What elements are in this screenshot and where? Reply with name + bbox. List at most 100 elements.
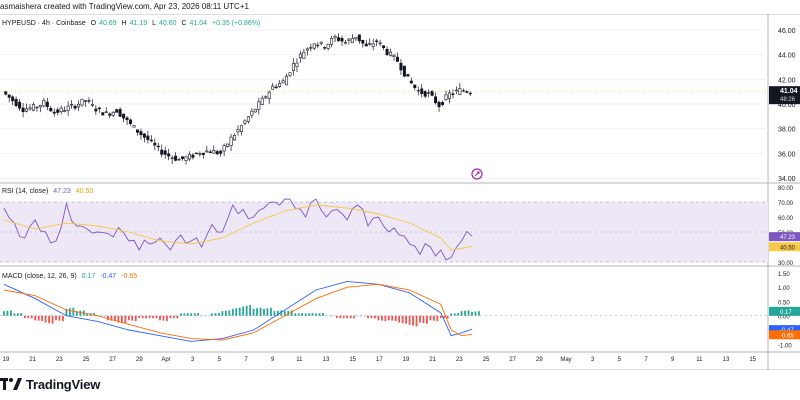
- macd-histogram-bar: [75, 311, 78, 316]
- candle-body: [368, 43, 372, 45]
- candle-body: [375, 40, 379, 42]
- macd-pane[interactable]: [0, 280, 768, 342]
- candle-body: [73, 105, 77, 109]
- candle-body: [330, 38, 334, 45]
- macd-histogram-bar: [51, 315, 54, 324]
- time-tick-label: 3: [191, 357, 195, 363]
- candle-body: [149, 139, 153, 142]
- macd-line-tag: [769, 325, 800, 335]
- candle-body: [49, 108, 53, 112]
- candle-body: [399, 62, 403, 71]
- time-tick-label: 7: [244, 357, 248, 363]
- macd-signal-line: [3, 283, 473, 341]
- time-tick-label: 11: [696, 357, 703, 363]
- rsi-legend: RSI (14, close) 47.23 40.50: [2, 188, 96, 195]
- price-pane[interactable]: [0, 33, 768, 180]
- macd-histogram-bar: [249, 305, 252, 316]
- macd-hist-tag-text: 0.17: [780, 310, 792, 316]
- candle-body: [142, 133, 146, 138]
- macd-histogram-bar: [422, 315, 425, 324]
- macd-histogram-bar: [65, 308, 68, 316]
- time-axis[interactable]: 19 21 23 25 27 29 Apr 3 5 7 9 11 13 15 17 19 21 23 25 27 29 M…: [3, 357, 757, 363]
- macd-histogram-bar: [335, 315, 338, 318]
- macd-histogram-bar: [332, 315, 335, 317]
- macd-histogram-bar: [304, 313, 307, 316]
- macd-label[interactable]: MACD (close, 12, 26, 9): [2, 273, 77, 280]
- candle-body: [59, 107, 63, 113]
- candle-body: [11, 96, 15, 102]
- macd-histogram-bar: [103, 315, 106, 317]
- macd-histogram-bar: [276, 310, 279, 316]
- symbol-label[interactable]: HYPEUSD · 4h · Coinbase: [2, 20, 86, 27]
- macd-histogram-bar: [453, 313, 456, 316]
- candle-body: [288, 72, 292, 76]
- macd-histogram-bar: [3, 311, 5, 316]
- macd-histogram-bar: [394, 315, 397, 322]
- candle-body: [31, 104, 35, 111]
- tradingview-brand[interactable]: TradingView: [0, 376, 100, 392]
- candle-body: [278, 83, 282, 87]
- candle-body: [198, 153, 202, 155]
- low-label: L: [152, 20, 156, 27]
- rsi-pane[interactable]: [0, 198, 768, 263]
- time-tick-label: 5: [218, 357, 222, 363]
- candle-body: [468, 92, 472, 95]
- macd-histogram-bar: [478, 311, 480, 316]
- candle-body: [253, 108, 257, 113]
- candle-body: [416, 90, 420, 92]
- rsi-label[interactable]: RSI (14, close): [2, 188, 49, 195]
- candle-body: [101, 112, 105, 116]
- macd-line: [3, 280, 473, 342]
- macd-histogram-bar: [311, 313, 314, 316]
- macd-histogram-bar: [464, 310, 466, 316]
- macd-histogram-bar: [325, 315, 328, 317]
- candle-body: [90, 103, 94, 106]
- time-tick-label: 3: [591, 357, 595, 363]
- macd-histogram-bar: [439, 315, 442, 318]
- macd-histogram-bar: [474, 311, 477, 316]
- candle-body: [347, 38, 351, 41]
- macd-histogram-bar: [62, 315, 64, 322]
- time-tick-label: 11: [296, 357, 303, 363]
- macd-histogram-bar: [280, 310, 283, 316]
- macd-histogram-bar: [426, 315, 428, 324]
- candle-body: [243, 120, 247, 124]
- candle-body: [4, 91, 8, 95]
- macd-signal-value: -0.65: [121, 273, 138, 280]
- macd-histogram-bar: [356, 315, 359, 317]
- candle-body: [139, 131, 143, 136]
- macd-histogram-bar: [270, 307, 272, 316]
- candle-body: [191, 154, 195, 158]
- candle-body: [125, 117, 129, 121]
- chart-canvas[interactable]: 46.00 44.00 42.00 40.00 38.00 36.00 34.00 41.04…: [0, 0, 800, 370]
- candle-body: [271, 85, 275, 90]
- macd-histogram-bar: [211, 313, 213, 316]
- candle-body: [66, 105, 70, 111]
- candle-body: [357, 34, 361, 42]
- macd-tick-label: 1.50: [778, 272, 790, 278]
- candle-body: [146, 135, 150, 141]
- candle-body: [274, 86, 278, 89]
- candle-body: [430, 90, 434, 96]
- candle-body: [350, 38, 354, 44]
- close-value: 41.04: [189, 20, 208, 27]
- macd-histogram-bar: [120, 315, 123, 324]
- candle-body: [129, 119, 133, 124]
- macd-tick-label: -1.00: [778, 343, 792, 349]
- macd-histogram-bar: [283, 311, 286, 316]
- candle-body: [83, 100, 87, 102]
- grid-layer: [0, 14, 800, 370]
- macd-histogram-bar: [290, 310, 293, 316]
- candle-body: [333, 36, 337, 39]
- macd-histogram-bar: [20, 313, 23, 316]
- candle-body: [354, 37, 358, 40]
- macd-hist-tag: [769, 306, 800, 316]
- price-axis[interactable]: 46.00 44.00 42.00 40.00 38.00 36.00 34.00 41.04…: [769, 28, 800, 349]
- last-price-value: 41.04: [780, 88, 798, 95]
- time-tick-label: 25: [83, 357, 90, 363]
- chart-author-line: asmaishera created with TradingView.com,…: [0, 2, 249, 11]
- candle-body: [229, 136, 233, 147]
- macd-histogram-bar: [460, 311, 463, 316]
- rsi-value: 47.23: [53, 188, 71, 195]
- macd-histogram-bar: [166, 315, 168, 322]
